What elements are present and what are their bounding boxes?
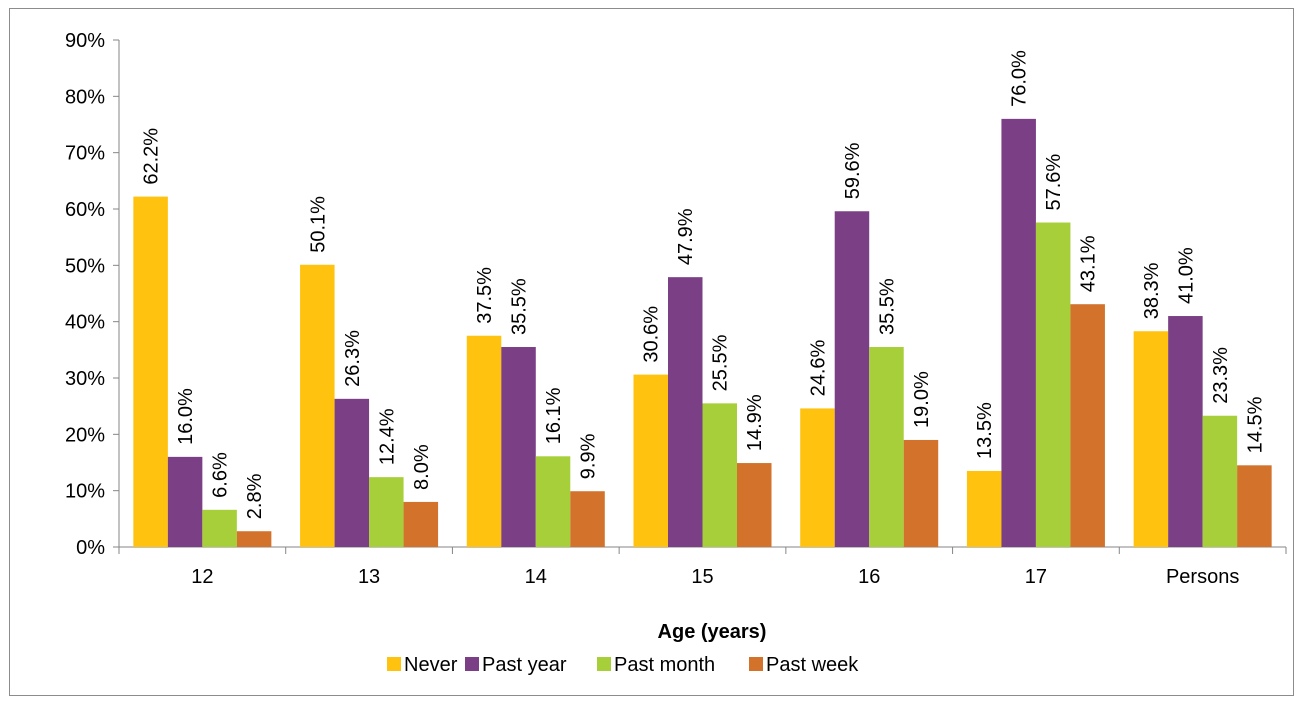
bar-past-week bbox=[403, 501, 439, 547]
bar-past-week bbox=[1237, 465, 1272, 547]
legend-label: Past week bbox=[766, 654, 859, 676]
bar-past-year bbox=[1168, 316, 1203, 547]
bar-past-month bbox=[202, 509, 237, 547]
legend: Never Past year Past month Past week bbox=[387, 654, 859, 676]
bar-past-year bbox=[1001, 118, 1036, 547]
y-tick-label: 50% bbox=[65, 255, 105, 277]
bar-past-week bbox=[236, 531, 272, 547]
data-label: 24.6% bbox=[807, 339, 829, 396]
data-label: 47.9% bbox=[675, 208, 697, 265]
legend-swatch bbox=[749, 657, 763, 671]
legend-label: Past year bbox=[482, 654, 567, 676]
data-label: 12.4% bbox=[376, 408, 398, 465]
data-label: 23.3% bbox=[1210, 347, 1232, 404]
bar-past-year bbox=[834, 211, 870, 547]
data-label: 35.5% bbox=[509, 278, 531, 335]
bar-never bbox=[800, 408, 835, 547]
y-tick-label: 40% bbox=[65, 312, 105, 334]
bar-past-month bbox=[369, 477, 404, 547]
legend-swatch bbox=[387, 657, 401, 671]
y-tick-label: 60% bbox=[65, 199, 105, 221]
bar-past-month bbox=[702, 403, 737, 547]
data-label: 25.5% bbox=[710, 334, 732, 391]
data-label: 14.9% bbox=[744, 394, 766, 451]
x-tick-label: 17 bbox=[1025, 566, 1047, 588]
data-label: 30.6% bbox=[641, 306, 663, 363]
data-label: 13.5% bbox=[974, 402, 996, 459]
bar-never bbox=[466, 335, 502, 547]
bar-never bbox=[300, 264, 335, 547]
legend-label: Past month bbox=[614, 654, 715, 676]
x-axis: 12 13 14 15 16 17 Persons bbox=[118, 546, 1287, 588]
data-label: 9.9% bbox=[578, 433, 600, 479]
bars bbox=[133, 118, 1272, 547]
data-label: 38.3% bbox=[1141, 262, 1163, 319]
x-tick-label: 15 bbox=[691, 566, 713, 588]
bar-never bbox=[133, 196, 168, 547]
bar-never bbox=[1133, 331, 1169, 547]
y-tick-label: 70% bbox=[65, 143, 105, 165]
x-tick-label: Persons bbox=[1166, 566, 1239, 588]
y-tick-label: 20% bbox=[65, 424, 105, 446]
bar-past-month bbox=[1035, 222, 1071, 547]
bar-past-month bbox=[1202, 415, 1238, 547]
bar-past-year bbox=[167, 456, 203, 547]
x-tick-label: 12 bbox=[191, 566, 213, 588]
data-label: 76.0% bbox=[1009, 50, 1031, 107]
data-label: 57.6% bbox=[1043, 154, 1065, 211]
bar-past-year bbox=[501, 347, 536, 547]
data-label: 26.3% bbox=[342, 330, 364, 387]
data-label: 14.5% bbox=[1244, 396, 1266, 453]
data-label: 16.1% bbox=[543, 387, 565, 444]
bar-past-month bbox=[869, 347, 904, 547]
bar-labels: 62.2% 50.1% 37.5% 30.6% 24.6% 13.5% 38.3% 16.0%… bbox=[141, 50, 1267, 519]
bar-past-week bbox=[903, 439, 939, 547]
data-label: 59.6% bbox=[842, 142, 864, 199]
bar-past-week bbox=[737, 463, 772, 547]
x-tick-label: 13 bbox=[358, 566, 380, 588]
y-tick-label: 80% bbox=[65, 86, 105, 108]
y-tick-label: 30% bbox=[65, 368, 105, 390]
y-tick-label: 0% bbox=[76, 537, 105, 559]
data-label: 35.5% bbox=[876, 278, 898, 335]
chart-frame: 0% 10% 20% 30% 40% 50% 60% 70% 80% 90% 12 13 14 15 16… bbox=[9, 8, 1294, 696]
bar-past-year bbox=[334, 398, 370, 547]
data-label: 50.1% bbox=[307, 196, 329, 253]
legend-swatch bbox=[465, 657, 479, 671]
data-label: 6.6% bbox=[210, 452, 232, 498]
data-label: 41.0% bbox=[1175, 247, 1197, 304]
data-label: 19.0% bbox=[911, 371, 933, 428]
data-label: 8.0% bbox=[411, 444, 433, 490]
bar-chart: 0% 10% 20% 30% 40% 50% 60% 70% 80% 90% 12 13 14 15 16… bbox=[65, 30, 1287, 676]
y-tick-label: 90% bbox=[65, 30, 105, 52]
bar-past-week bbox=[1070, 304, 1105, 547]
data-label: 2.8% bbox=[244, 473, 266, 519]
x-tick-label: 16 bbox=[858, 566, 880, 588]
x-tick-label: 14 bbox=[525, 566, 547, 588]
y-tick-label: 10% bbox=[65, 481, 105, 503]
bar-past-month bbox=[535, 456, 571, 547]
bar-past-week bbox=[570, 491, 605, 547]
bar-past-year bbox=[668, 277, 703, 547]
bar-never bbox=[633, 374, 668, 547]
legend-label: Never bbox=[404, 654, 458, 676]
data-label: 43.1% bbox=[1078, 235, 1100, 292]
data-label: 37.5% bbox=[474, 267, 496, 324]
legend-swatch bbox=[597, 657, 611, 671]
x-axis-title: Age (years) bbox=[658, 621, 767, 643]
y-axis: 0% 10% 20% 30% 40% 50% 60% 70% 80% 90% bbox=[65, 30, 120, 559]
data-label: 16.0% bbox=[175, 388, 197, 445]
data-label: 62.2% bbox=[141, 128, 163, 185]
bar-never bbox=[966, 470, 1002, 547]
